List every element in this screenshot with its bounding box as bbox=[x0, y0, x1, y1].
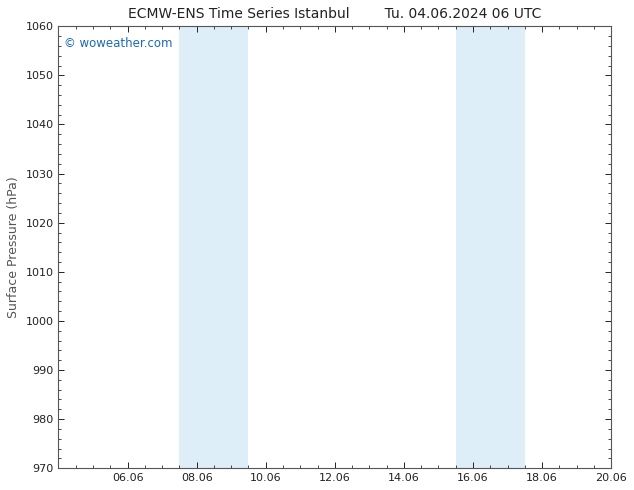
Text: © woweather.com: © woweather.com bbox=[64, 37, 172, 50]
Bar bbox=[490, 26, 525, 468]
Title: ECMW-ENS Time Series Istanbul        Tu. 04.06.2024 06 UTC: ECMW-ENS Time Series Istanbul Tu. 04.06.… bbox=[128, 7, 541, 21]
Bar bbox=[179, 26, 214, 468]
Y-axis label: Surface Pressure (hPa): Surface Pressure (hPa) bbox=[7, 176, 20, 318]
Bar bbox=[214, 26, 249, 468]
Bar bbox=[456, 26, 490, 468]
